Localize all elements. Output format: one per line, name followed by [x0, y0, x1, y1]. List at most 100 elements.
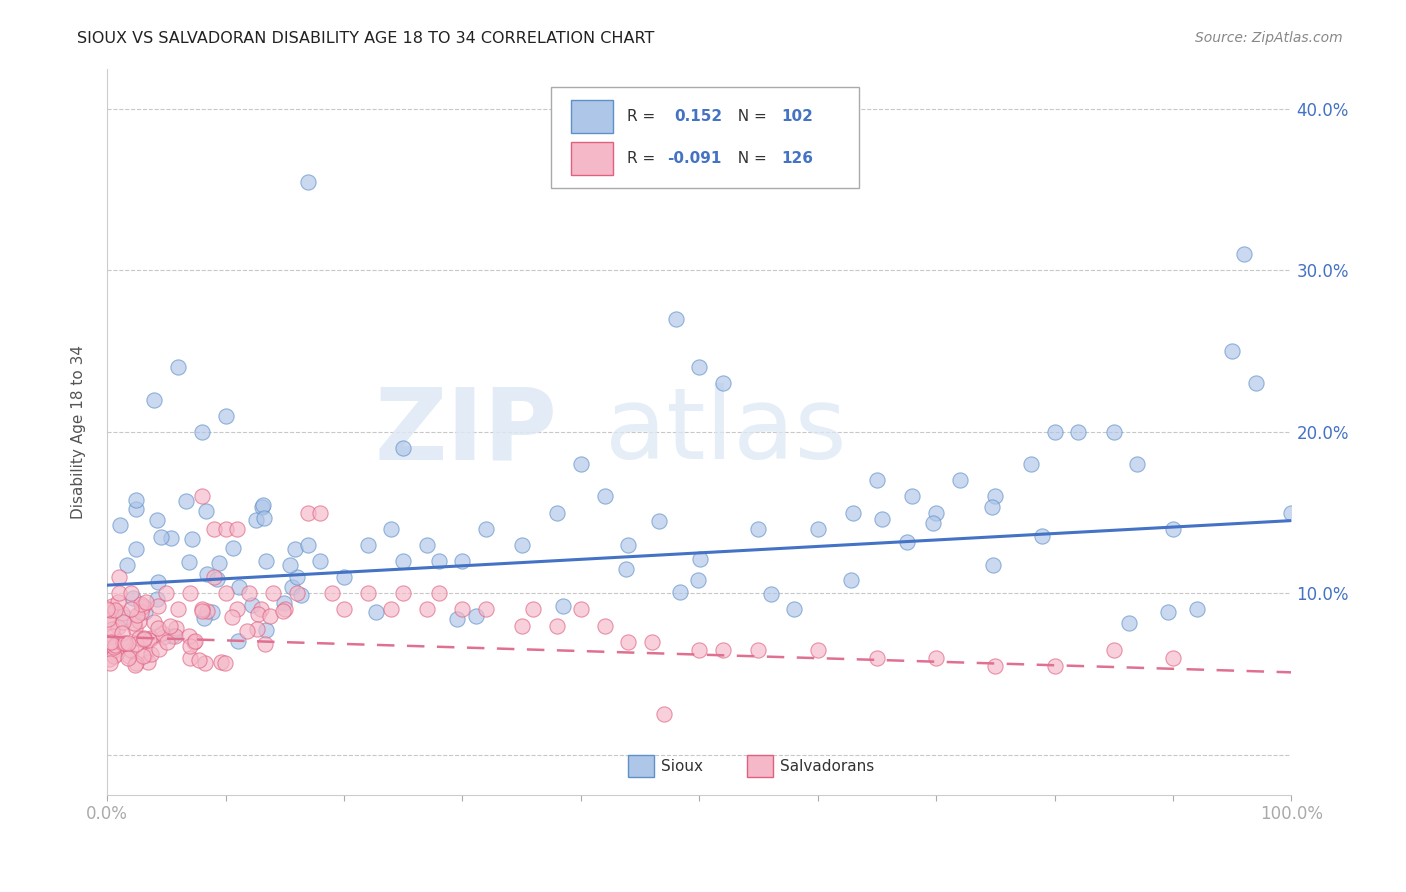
- Point: [103, 643, 125, 657]
- Point: [132, 599, 155, 613]
- Point: [446, 612, 468, 626]
- Point: [1233, 247, 1256, 261]
- Point: [842, 506, 865, 520]
- Point: [380, 522, 402, 536]
- Point: [214, 522, 236, 536]
- Point: [108, 570, 131, 584]
- Point: [114, 636, 136, 650]
- Point: [160, 531, 183, 545]
- Point: [100, 635, 122, 649]
- Point: [149, 530, 172, 544]
- Point: [1157, 605, 1180, 619]
- Point: [688, 360, 710, 375]
- Point: [115, 558, 138, 573]
- Point: [155, 635, 177, 649]
- Point: [1102, 425, 1125, 439]
- Point: [981, 558, 1004, 573]
- Point: [281, 580, 304, 594]
- Y-axis label: Disability Age 18 to 34: Disability Age 18 to 34: [72, 345, 86, 519]
- Point: [136, 655, 159, 669]
- Point: [297, 175, 319, 189]
- Point: [1102, 642, 1125, 657]
- Point: [111, 625, 134, 640]
- Point: [451, 602, 474, 616]
- Text: Salvadorans: Salvadorans: [780, 758, 875, 773]
- Point: [179, 586, 201, 600]
- Point: [984, 489, 1007, 503]
- Point: [274, 602, 297, 616]
- Point: [380, 602, 402, 616]
- Point: [150, 626, 173, 640]
- Point: [285, 586, 308, 600]
- Point: [181, 532, 204, 546]
- Point: [1220, 344, 1243, 359]
- Point: [783, 602, 806, 616]
- Point: [124, 501, 146, 516]
- Point: [427, 586, 450, 600]
- Point: [866, 650, 889, 665]
- Point: [125, 608, 148, 623]
- Point: [254, 623, 277, 637]
- Point: [273, 596, 295, 610]
- Point: [284, 541, 307, 556]
- Point: [252, 498, 274, 512]
- Point: [122, 615, 145, 630]
- Point: [226, 602, 249, 616]
- Point: [333, 570, 356, 584]
- Point: [1043, 425, 1066, 439]
- Point: [593, 489, 616, 503]
- Point: [617, 634, 640, 648]
- Point: [201, 605, 224, 619]
- Point: [807, 522, 830, 536]
- Point: [949, 473, 972, 487]
- Point: [145, 592, 167, 607]
- Point: [132, 633, 155, 648]
- Point: [146, 621, 169, 635]
- Point: [546, 506, 568, 520]
- Point: [465, 608, 488, 623]
- Point: [129, 605, 152, 619]
- Point: [103, 640, 125, 654]
- Point: [901, 489, 924, 503]
- Point: [416, 602, 439, 616]
- Point: [141, 631, 163, 645]
- Point: [159, 619, 181, 633]
- Point: [121, 591, 143, 605]
- Point: [866, 473, 889, 487]
- Point: [254, 637, 277, 651]
- Point: [146, 599, 169, 614]
- Point: [184, 633, 207, 648]
- Point: [108, 586, 131, 600]
- Point: [214, 409, 236, 423]
- Point: [191, 489, 214, 503]
- Point: [108, 518, 131, 533]
- Point: [285, 570, 308, 584]
- Point: [183, 635, 205, 649]
- Point: [1019, 457, 1042, 471]
- Point: [114, 610, 136, 624]
- Point: [321, 586, 343, 600]
- Point: [202, 570, 225, 584]
- Point: [245, 513, 267, 527]
- Point: [103, 649, 125, 664]
- Point: [652, 707, 675, 722]
- Point: [475, 602, 498, 616]
- Point: [124, 621, 146, 635]
- Text: Source: ZipAtlas.com: Source: ZipAtlas.com: [1195, 31, 1343, 45]
- Point: [925, 506, 948, 520]
- Point: [271, 604, 294, 618]
- Point: [297, 506, 319, 520]
- Point: [98, 657, 121, 671]
- Point: [228, 580, 250, 594]
- Point: [179, 555, 201, 569]
- Point: [155, 586, 177, 600]
- Point: [309, 506, 332, 520]
- Point: [870, 512, 893, 526]
- Point: [333, 602, 356, 616]
- Point: [124, 657, 146, 671]
- Point: [120, 586, 142, 600]
- Bar: [747, 756, 773, 777]
- Point: [104, 647, 127, 661]
- Point: [553, 599, 575, 613]
- Point: [614, 562, 637, 576]
